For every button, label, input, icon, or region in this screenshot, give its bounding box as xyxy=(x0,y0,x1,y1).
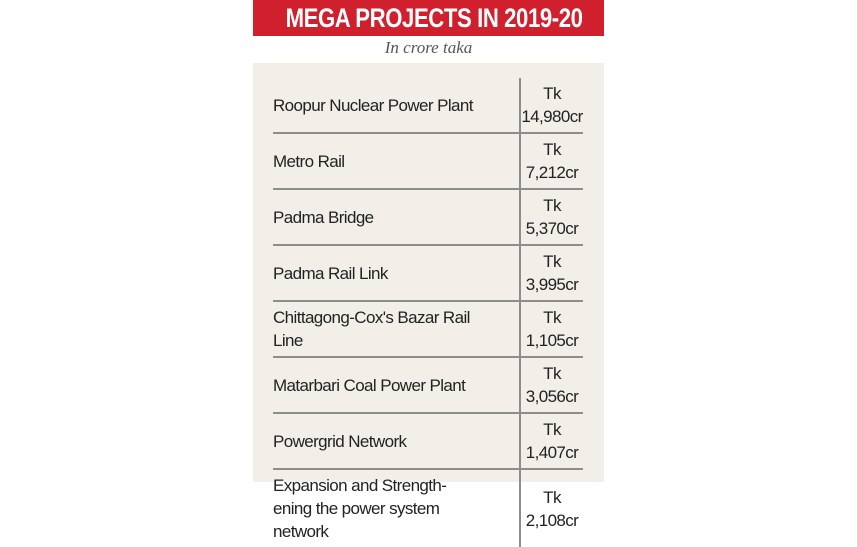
table-row: Padma Bridge Tk 5,370cr xyxy=(273,189,583,246)
table-row: Matarbari Coal Power Plant Tk 3,056cr xyxy=(273,357,583,414)
project-name: Roopur Nuclear Power Plant xyxy=(273,78,521,134)
project-name: Metro Rail xyxy=(273,133,521,190)
title: MEGA PROJECTS IN 2019-20 xyxy=(285,3,583,33)
project-amount: Tk 1,407cr xyxy=(520,413,583,470)
projects-table: Roopur Nuclear Power Plant Tk 14,980cr Met… xyxy=(273,78,583,547)
project-amount: Tk 14,980cr xyxy=(520,78,583,134)
subtitle: In crore taka xyxy=(384,38,473,57)
project-name: Powergrid Network xyxy=(273,413,521,470)
table-row: Powergrid Network Tk 1,407cr xyxy=(273,413,583,470)
project-name: Padma Bridge xyxy=(273,189,521,246)
project-name: Padma Rail Link xyxy=(273,245,521,302)
project-name: Expansion and Strength-ening the power s… xyxy=(273,469,521,547)
project-amount: Tk 5,370cr xyxy=(520,189,583,246)
project-amount: Tk 3,995cr xyxy=(520,245,583,302)
table-row: Expansion and Strength-ening the power s… xyxy=(273,469,583,547)
project-amount: Tk 3,056cr xyxy=(520,357,583,414)
project-name: Chittagong-Cox's Bazar Rail Line xyxy=(273,301,521,358)
project-amount: Tk 7,212cr xyxy=(520,133,583,190)
project-amount: Tk 2,108cr xyxy=(525,487,579,530)
table-row: Chittagong-Cox's Bazar Rail Line Tk 1,105… xyxy=(273,301,583,358)
table-row: Roopur Nuclear Power Plant Tk 14,980cr xyxy=(273,78,583,134)
project-name: Matarbari Coal Power Plant xyxy=(273,357,521,414)
table-row: Metro Rail Tk 7,212cr xyxy=(273,133,583,190)
table-panel: Roopur Nuclear Power Plant Tk 14,980cr Met… xyxy=(253,63,604,547)
table-row: Padma Rail Link Tk 3,995cr xyxy=(273,245,583,302)
project-amount: Tk 1,105cr xyxy=(520,301,583,358)
title-banner: MEGA PROJECTS IN 2019-20 xyxy=(253,0,604,36)
